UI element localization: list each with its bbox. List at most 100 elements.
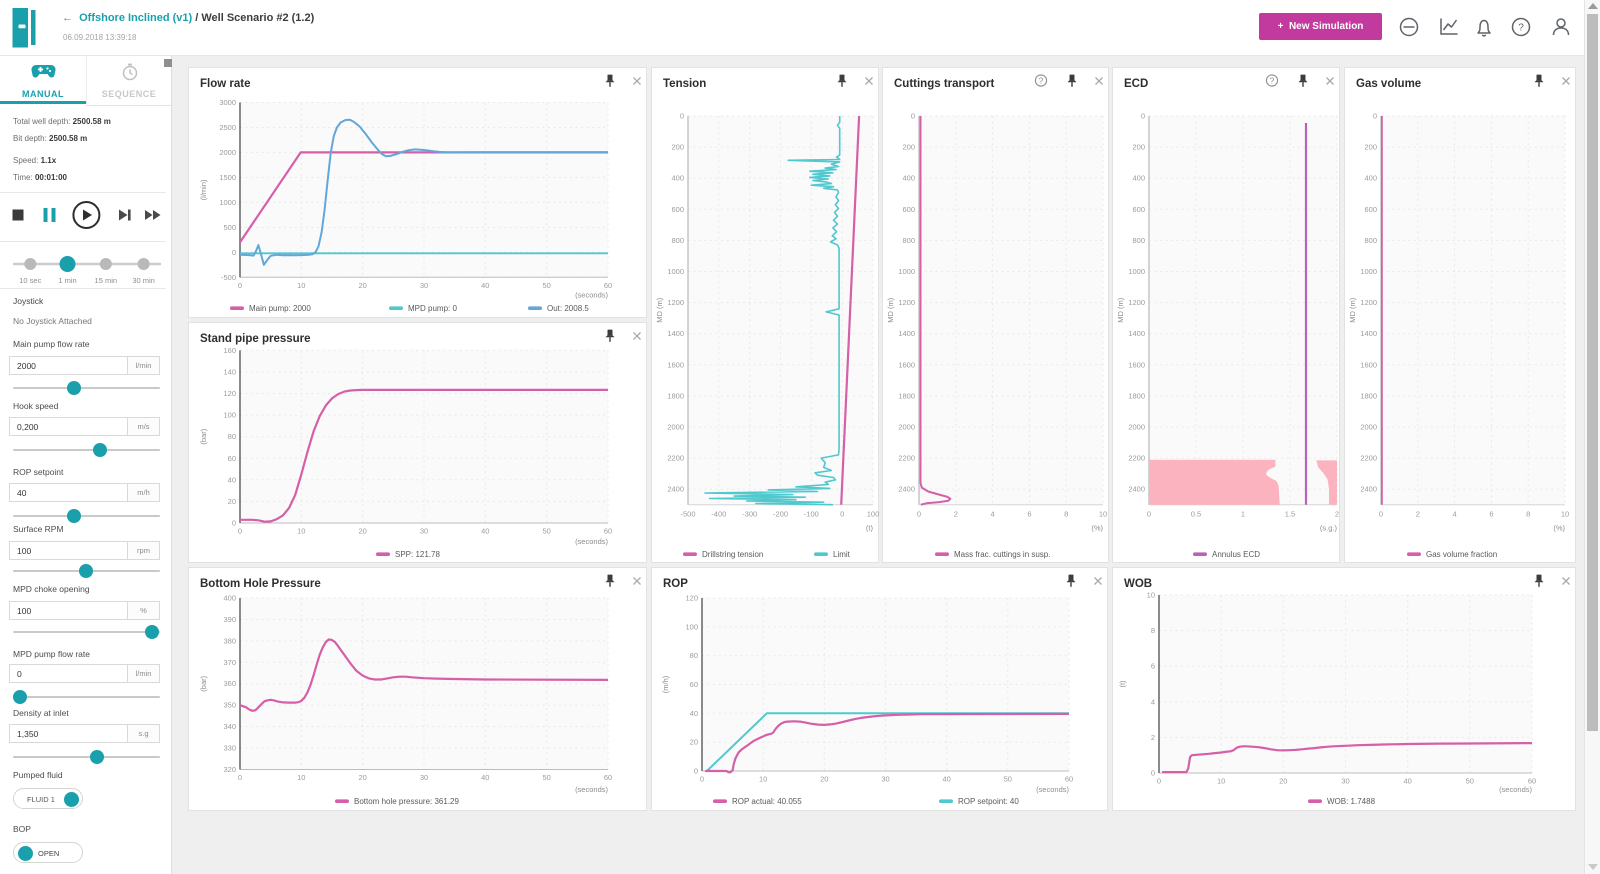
svg-text:200: 200 bbox=[1364, 143, 1377, 152]
svg-text:?: ? bbox=[1270, 76, 1275, 86]
svg-text:MD (m): MD (m) bbox=[1348, 297, 1357, 322]
svg-text:2000: 2000 bbox=[1360, 423, 1377, 432]
svg-text:2200: 2200 bbox=[1128, 454, 1145, 463]
svg-text:2000: 2000 bbox=[219, 148, 236, 157]
svg-text:(bar): (bar) bbox=[199, 428, 208, 444]
svg-text:6: 6 bbox=[1027, 510, 1031, 519]
svg-text:200: 200 bbox=[1132, 143, 1145, 152]
svg-text:10: 10 bbox=[297, 527, 305, 536]
svg-text:390: 390 bbox=[223, 615, 236, 624]
svg-text:20: 20 bbox=[228, 497, 236, 506]
svg-text:Tension: Tension bbox=[663, 78, 706, 90]
svg-text:200: 200 bbox=[671, 143, 684, 152]
svg-text:1400: 1400 bbox=[667, 329, 684, 338]
svg-text:2000: 2000 bbox=[667, 423, 684, 432]
svg-text:MD (m): MD (m) bbox=[1116, 297, 1125, 322]
svg-text:80: 80 bbox=[228, 432, 236, 441]
svg-text:(%): (%) bbox=[1553, 524, 1565, 533]
svg-text:SPP: 121.78: SPP: 121.78 bbox=[395, 550, 440, 559]
svg-text:20: 20 bbox=[359, 281, 367, 290]
svg-text:1000: 1000 bbox=[1128, 267, 1145, 276]
svg-text:60: 60 bbox=[228, 454, 236, 463]
svg-text:2400: 2400 bbox=[1128, 485, 1145, 494]
svg-text:10: 10 bbox=[1147, 591, 1155, 600]
svg-text:6: 6 bbox=[1489, 510, 1493, 519]
svg-text:10: 10 bbox=[759, 775, 767, 784]
svg-text:2400: 2400 bbox=[1360, 485, 1377, 494]
svg-text:50: 50 bbox=[543, 773, 551, 782]
svg-text:MD (m): MD (m) bbox=[655, 297, 664, 322]
svg-text:370: 370 bbox=[223, 658, 236, 667]
svg-text:(t): (t) bbox=[866, 524, 874, 533]
svg-text:60: 60 bbox=[604, 527, 612, 536]
svg-text:-500: -500 bbox=[221, 273, 236, 282]
svg-text:(s.g.): (s.g.) bbox=[1320, 524, 1338, 533]
svg-text:0: 0 bbox=[680, 112, 684, 121]
svg-text:40: 40 bbox=[481, 773, 489, 782]
svg-text:Bottom hole pressure: 361.29: Bottom hole pressure: 361.29 bbox=[354, 797, 460, 806]
svg-text:Out: 2008.5: Out: 2008.5 bbox=[547, 304, 589, 313]
svg-text:400: 400 bbox=[1364, 174, 1377, 183]
svg-text:?: ? bbox=[1518, 23, 1524, 34]
svg-text:-100: -100 bbox=[804, 510, 819, 519]
svg-text:0: 0 bbox=[232, 248, 236, 257]
svg-text:1500: 1500 bbox=[219, 173, 236, 182]
svg-text:360: 360 bbox=[223, 679, 236, 688]
svg-text:0: 0 bbox=[694, 767, 698, 776]
svg-text:10: 10 bbox=[1561, 510, 1569, 519]
svg-text:200: 200 bbox=[902, 143, 915, 152]
svg-text:Bottom Hole Pressure: Bottom Hole Pressure bbox=[200, 578, 321, 590]
svg-text:2: 2 bbox=[1335, 510, 1339, 519]
svg-text:0: 0 bbox=[917, 510, 921, 519]
svg-text:Stand pipe pressure: Stand pipe pressure bbox=[200, 333, 311, 345]
svg-text:(bar): (bar) bbox=[199, 675, 208, 691]
svg-text:140: 140 bbox=[223, 368, 236, 377]
svg-text:0: 0 bbox=[1147, 510, 1151, 519]
svg-text:MD (m): MD (m) bbox=[886, 297, 895, 322]
svg-text:120: 120 bbox=[223, 389, 236, 398]
svg-text:50: 50 bbox=[1004, 775, 1012, 784]
svg-text:10: 10 bbox=[1217, 777, 1225, 786]
svg-text:800: 800 bbox=[902, 236, 915, 245]
svg-text:-500: -500 bbox=[680, 510, 695, 519]
svg-text:4: 4 bbox=[1453, 510, 1457, 519]
svg-text:40: 40 bbox=[481, 527, 489, 536]
svg-text:500: 500 bbox=[223, 223, 236, 232]
svg-text:1200: 1200 bbox=[898, 298, 915, 307]
svg-text:1000: 1000 bbox=[219, 198, 236, 207]
svg-text:15 min: 15 min bbox=[95, 276, 118, 285]
svg-text:600: 600 bbox=[902, 205, 915, 214]
svg-text:400: 400 bbox=[1132, 174, 1145, 183]
svg-text:40: 40 bbox=[690, 709, 698, 718]
svg-text:1800: 1800 bbox=[1128, 391, 1145, 400]
svg-text:100: 100 bbox=[223, 411, 236, 420]
svg-text:2000: 2000 bbox=[1128, 423, 1145, 432]
svg-text:2: 2 bbox=[1416, 510, 1420, 519]
svg-text:2000: 2000 bbox=[898, 423, 915, 432]
svg-text:380: 380 bbox=[223, 636, 236, 645]
svg-text:Cuttings transport: Cuttings transport bbox=[894, 78, 994, 90]
svg-text:0: 0 bbox=[238, 527, 242, 536]
svg-text:3000: 3000 bbox=[219, 98, 236, 107]
svg-text:30 min: 30 min bbox=[132, 276, 155, 285]
svg-text:10: 10 bbox=[297, 281, 305, 290]
svg-text:8: 8 bbox=[1064, 510, 1068, 519]
svg-text:30: 30 bbox=[881, 775, 889, 784]
svg-text:0: 0 bbox=[1379, 510, 1383, 519]
svg-text:30: 30 bbox=[420, 281, 428, 290]
svg-text:MPD pump: 0: MPD pump: 0 bbox=[408, 304, 457, 313]
svg-text:120: 120 bbox=[685, 594, 698, 603]
svg-text:0.5: 0.5 bbox=[1191, 510, 1201, 519]
svg-text:0: 0 bbox=[1373, 112, 1377, 121]
svg-text:800: 800 bbox=[671, 236, 684, 245]
svg-text:0: 0 bbox=[840, 510, 844, 519]
svg-text:20: 20 bbox=[359, 773, 367, 782]
svg-text:(seconds): (seconds) bbox=[575, 537, 608, 546]
svg-text:20: 20 bbox=[359, 527, 367, 536]
svg-text:1600: 1600 bbox=[1360, 360, 1377, 369]
svg-text:350: 350 bbox=[223, 701, 236, 710]
svg-text:50: 50 bbox=[1466, 777, 1474, 786]
svg-text:400: 400 bbox=[671, 174, 684, 183]
svg-text:4: 4 bbox=[1151, 697, 1155, 706]
svg-text:6: 6 bbox=[1151, 662, 1155, 671]
